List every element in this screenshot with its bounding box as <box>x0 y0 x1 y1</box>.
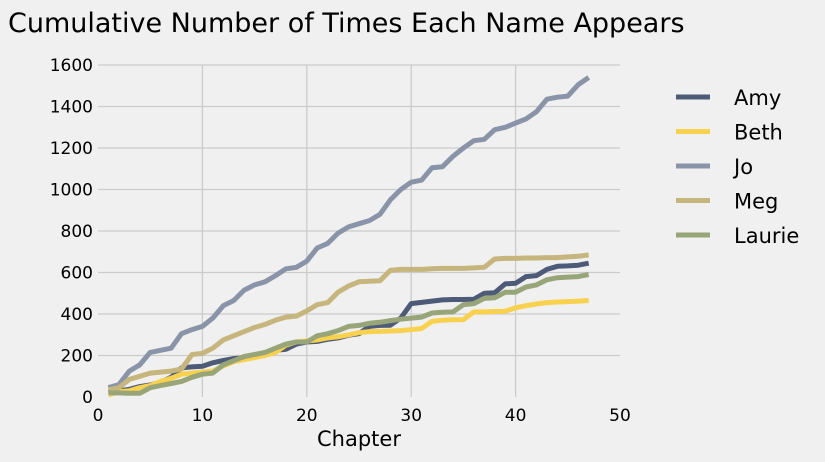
series-line-beth <box>107 298 589 398</box>
series-line-meg <box>107 252 590 393</box>
series-line-laurie <box>108 272 590 396</box>
y-axis: 0 200 400 600 800 1000 1200 1400 1600 <box>50 56 93 408</box>
series-line-jo <box>107 75 591 391</box>
x-tick-label: 20 <box>296 406 318 426</box>
y-tick-label: 400 <box>61 305 93 325</box>
x-axis-label: Chapter <box>317 427 401 451</box>
y-tick-label: 0 <box>82 388 93 408</box>
chart-title: Cumulative Number of Times Each Name App… <box>8 8 685 39</box>
y-tick-label: 1200 <box>50 139 93 159</box>
y-tick-label: 1000 <box>50 181 93 201</box>
legend-label-beth: Beth <box>734 121 783 145</box>
y-tick-label: 600 <box>61 264 93 284</box>
y-tick-label: 800 <box>61 222 93 242</box>
x-tick-label: 30 <box>400 406 422 426</box>
legend-label-laurie: Laurie <box>734 224 799 248</box>
x-tick-label: 0 <box>93 406 104 426</box>
x-tick-label: 50 <box>609 406 631 426</box>
y-tick-label: 1600 <box>50 56 93 76</box>
legend-label-jo: Jo <box>732 155 753 179</box>
x-axis: 0 10 20 30 40 50 <box>93 406 631 426</box>
legend: Amy Beth Jo Meg Laurie <box>676 86 799 248</box>
series-lines <box>107 75 591 398</box>
y-tick-label: 1400 <box>50 98 93 118</box>
x-tick-label: 40 <box>505 406 527 426</box>
legend-label-amy: Amy <box>734 86 781 110</box>
y-tick-label: 200 <box>61 347 93 367</box>
grid <box>98 64 620 397</box>
legend-label-meg: Meg <box>734 190 778 214</box>
x-tick-label: 10 <box>192 406 214 426</box>
